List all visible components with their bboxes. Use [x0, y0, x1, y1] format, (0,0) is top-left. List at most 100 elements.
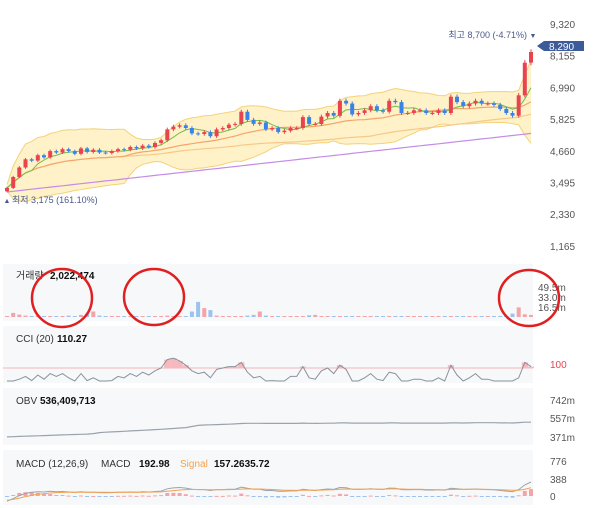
candle-body [17, 167, 22, 177]
volume-bar [492, 316, 496, 317]
cci-overbought-area [238, 362, 245, 368]
macd-histogram-bar [418, 496, 422, 497]
volume-bar [448, 316, 453, 317]
volume-bar [356, 316, 361, 317]
macd-histogram-bar [374, 496, 379, 497]
macd-histogram-bar [294, 496, 299, 497]
candle-body [411, 110, 416, 113]
macd-histogram-bar [109, 496, 114, 497]
volume-bar [393, 316, 398, 317]
volume-bar [140, 316, 145, 317]
candle-body [337, 100, 342, 116]
volume-bar [282, 316, 287, 317]
candle-body [35, 155, 40, 161]
volume-bar [159, 316, 164, 317]
candle-body [103, 152, 108, 154]
candle-body [393, 100, 398, 103]
macd-histogram-bar [300, 494, 305, 496]
macd-histogram-bar [381, 496, 385, 497]
macd-histogram-bar [202, 496, 207, 497]
current-price-tag-shape [537, 41, 584, 51]
volume-bar [245, 315, 250, 317]
macd-histogram-bar [23, 492, 28, 496]
volume-bar [405, 316, 410, 317]
volume-bar [461, 316, 466, 317]
macd-histogram-bar [165, 493, 170, 496]
cci-overbought-area [182, 365, 189, 368]
candlesticks [5, 49, 533, 193]
candle-body [251, 119, 256, 124]
candle-body [134, 147, 139, 149]
volume-bar [368, 316, 373, 317]
volume-bar [11, 312, 16, 317]
price-tick-label: 1,165 [550, 242, 575, 253]
macd-histogram-bar [11, 495, 16, 496]
macd-histogram-bar [498, 496, 503, 497]
volume-bar [344, 316, 349, 317]
macd-histogram-bar [153, 495, 157, 497]
candle-body [467, 103, 472, 107]
cci-overbought-area [232, 366, 239, 368]
candle-body [448, 96, 453, 113]
macd-histogram-bar [5, 496, 9, 497]
macd-label: MACD [101, 459, 130, 470]
candle-body [165, 129, 170, 141]
candle-body [97, 149, 102, 153]
candle-body [473, 100, 478, 104]
macd-histogram-bar [29, 492, 34, 496]
cci-value: 110.27 [57, 334, 87, 345]
volume-bar [220, 316, 225, 317]
macd-axis: 776 388 0 [550, 457, 567, 503]
price-tick-label: 6,990 [550, 83, 575, 94]
volume-bar [17, 314, 22, 317]
macd-histogram-bar [183, 494, 188, 496]
price-tick-label: 4,660 [550, 147, 575, 158]
macd-histogram-bar [226, 495, 231, 497]
candle-body [436, 110, 441, 113]
volume-bar [473, 316, 478, 317]
macd-histogram-bar [97, 496, 102, 497]
volume-bar [436, 316, 441, 317]
signal-label: Signal [180, 459, 208, 470]
macd-histogram-bar [325, 494, 330, 496]
cci-line [3, 357, 535, 382]
candle-body [245, 111, 250, 120]
volume-bar [42, 316, 46, 317]
volume-bar [109, 316, 114, 317]
candle-body [492, 103, 496, 105]
volume-bar [165, 315, 170, 317]
volume-bar [467, 316, 472, 317]
macd-histogram-bar [251, 496, 256, 497]
candle-body [516, 95, 521, 116]
macd-histogram-bar [103, 496, 108, 497]
macd-histogram-bar [455, 495, 459, 497]
candle-body [29, 159, 34, 161]
candle-body [313, 123, 318, 125]
volume-bar [91, 311, 96, 317]
macd-histogram-bar [146, 495, 151, 497]
low-label: 최저 3,175 (161.10%) [12, 195, 98, 205]
price-axis: 9,320 8,155 6,990 5,825 4,660 3,495 2,330 1,165 [550, 20, 575, 253]
volume-bar [313, 314, 318, 317]
volume-bar [103, 316, 108, 317]
candle-body [189, 128, 194, 134]
candle-body [233, 123, 238, 125]
volume-label: 거래량 [16, 270, 44, 282]
volume-bar [498, 316, 503, 317]
macd-histogram-bar [60, 495, 65, 496]
candle-body [220, 128, 225, 130]
candle-body [146, 145, 151, 148]
volume-bar [325, 316, 330, 317]
volume-bar [134, 316, 139, 317]
candle-body [510, 113, 515, 116]
macd-histogram-bar [368, 495, 373, 497]
volume-bar [479, 316, 484, 317]
macd-histogram-bar [424, 496, 429, 497]
cci-label: CCI (20) [16, 334, 54, 345]
macd-histogram-bar [122, 495, 127, 497]
volume-bar [79, 314, 83, 317]
candle-body [128, 147, 133, 150]
macd-chart [5, 481, 533, 502]
volume-bar [337, 316, 342, 317]
